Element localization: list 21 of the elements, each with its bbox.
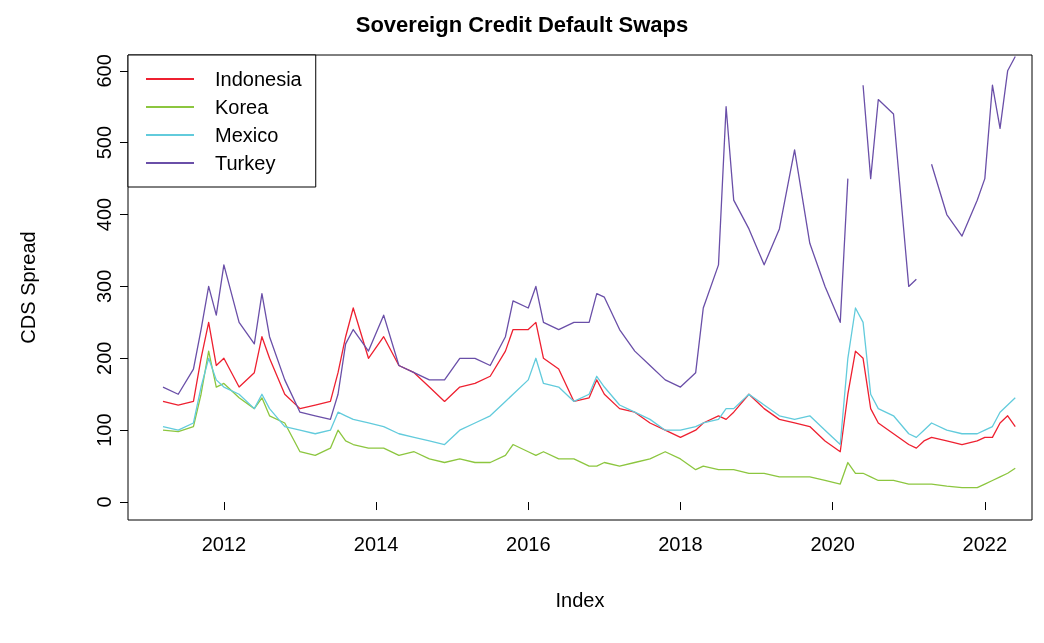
chart-title: Sovereign Credit Default Swaps bbox=[355, 11, 689, 37]
y-tick-label: 400 bbox=[93, 197, 115, 232]
y-tick-label: 200 bbox=[93, 341, 115, 375]
x-tick-label: 2018 bbox=[658, 533, 703, 555]
legend-label: Korea bbox=[215, 96, 270, 118]
x-tick-label: 2014 bbox=[353, 533, 399, 555]
y-tick-label: 500 bbox=[93, 125, 115, 160]
y-axis-title: CDS Spread bbox=[17, 231, 39, 344]
x-tick-label: 2022 bbox=[962, 533, 1008, 555]
y-tick-label: 600 bbox=[93, 54, 115, 88]
x-tick-label: 2016 bbox=[506, 533, 551, 555]
y-tick-label: 300 bbox=[93, 269, 115, 304]
line-series bbox=[162, 350, 1016, 489]
x-axis-title: Index bbox=[555, 589, 605, 611]
y-tick-label: 100 bbox=[93, 413, 115, 447]
y-tick-label: 0 bbox=[93, 496, 115, 508]
legend-label: Indonesia bbox=[215, 68, 303, 90]
x-tick-label: 2012 bbox=[201, 533, 247, 555]
legend-label: Turkey bbox=[215, 152, 276, 174]
x-tick-label: 2020 bbox=[810, 533, 855, 555]
legend-label: Mexico bbox=[215, 124, 279, 146]
